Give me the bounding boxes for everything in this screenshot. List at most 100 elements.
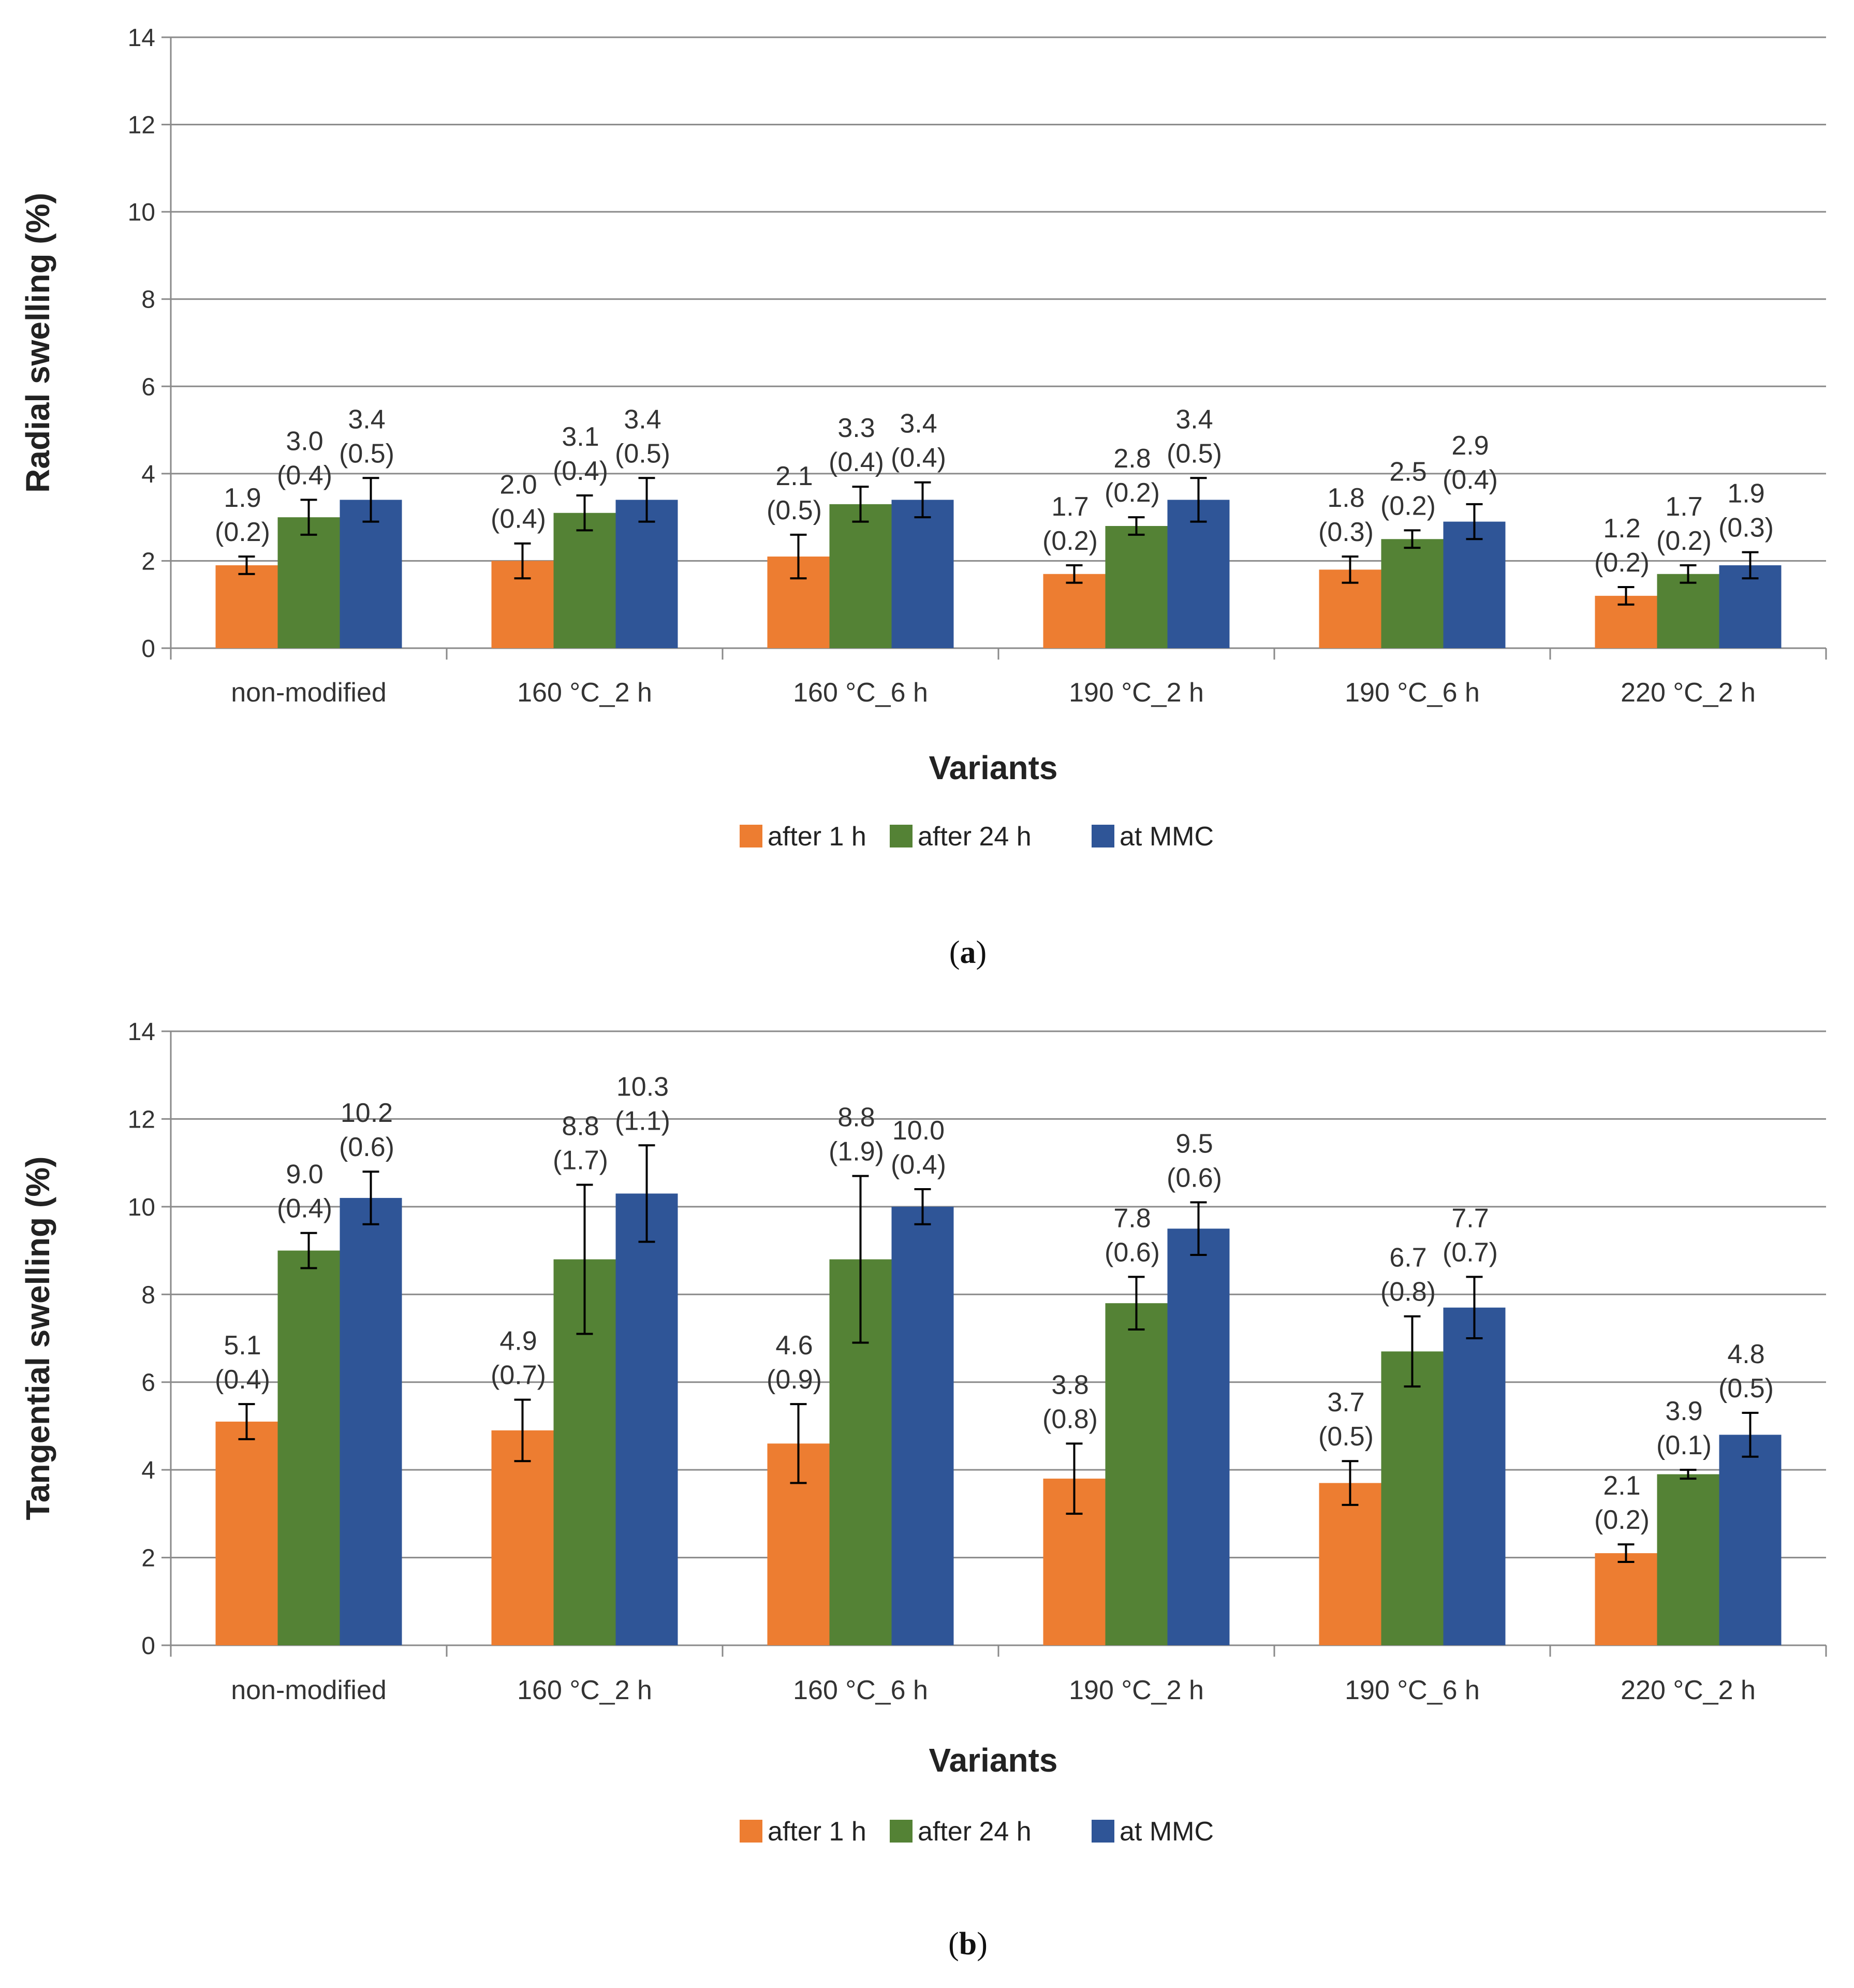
y-tick-label: 4	[141, 1457, 155, 1484]
caption-close: )	[977, 1926, 988, 1962]
data-label-sd: (0.7)	[491, 1361, 546, 1391]
data-label-value: 4.9	[499, 1326, 537, 1356]
x-tick-label: 160 °C_2 h	[517, 678, 652, 708]
caption-letter: b	[959, 1926, 977, 1962]
data-label-value: 2.8	[1113, 444, 1151, 474]
bar	[615, 1193, 678, 1645]
radial-swelling-chart: 0 2 4 6 8 10 12 14 non-modified 160 °C_2 h 160 °C_…	[19, 24, 1827, 970]
legend-swatch	[1092, 1820, 1114, 1843]
data-label-value: 2.1	[1603, 1471, 1640, 1501]
x-tick-label: 190 °C_2 h	[1069, 1675, 1204, 1705]
data-label-sd: (0.4)	[1443, 465, 1498, 495]
data-label-value: 3.4	[348, 404, 385, 434]
data-label-value: 3.4	[900, 409, 937, 439]
data-label-sd: (0.5)	[615, 438, 670, 469]
data-label-value: 2.5	[1389, 457, 1426, 487]
data-label-sd: (0.2)	[215, 517, 270, 547]
data-label-sd: (0.2)	[1380, 491, 1436, 521]
error-bar	[1190, 1201, 1207, 1256]
data-label-sd: (1.9)	[829, 1137, 884, 1167]
data-label-sd: (0.8)	[1042, 1404, 1098, 1434]
data-label-value: 9.5	[1175, 1129, 1213, 1159]
legend-label: at MMC	[1120, 1817, 1214, 1847]
data-label-value: 7.8	[1113, 1203, 1151, 1233]
error-bar	[514, 542, 531, 580]
x-tick-label: 160 °C_6 h	[793, 1675, 928, 1705]
y-tick-label: 14	[128, 24, 155, 52]
data-label-value: 8.8	[837, 1103, 875, 1133]
legend-label: after 24 h	[918, 1817, 1032, 1847]
error-bar	[1742, 551, 1759, 580]
data-label-sd: (0.4)	[491, 504, 546, 534]
caption-close: )	[976, 935, 987, 970]
error-bar	[1617, 586, 1635, 606]
y-tick-label: 2	[141, 548, 155, 575]
data-label-sd: (1.7)	[553, 1146, 608, 1176]
error-bar	[1466, 503, 1483, 540]
legend-swatch	[1092, 825, 1114, 847]
legend-swatch	[890, 825, 913, 847]
error-bar	[852, 1175, 869, 1344]
error-bar	[1466, 1276, 1483, 1339]
data-label-value: 1.9	[224, 483, 261, 513]
data-label-sd: (1.1)	[615, 1106, 670, 1136]
series-after-1-h: (0.4) 5.1 (0.7) 4.9 (0.9) 4.6 (0.8) 3.8 (0.5) 3.7…	[215, 1326, 1657, 1645]
x-tick-label: 220 °C_2 h	[1621, 678, 1756, 708]
y-tick-label: 6	[141, 373, 155, 401]
bar	[1167, 1229, 1230, 1645]
data-label-sd: (0.5)	[339, 438, 394, 469]
bar	[1657, 1474, 1719, 1645]
error-bar	[1128, 516, 1145, 536]
error-bar	[914, 481, 931, 519]
error-bar	[790, 533, 807, 580]
data-label-sd: (0.7)	[1443, 1237, 1498, 1267]
bar	[1381, 539, 1444, 648]
error-bar	[238, 1403, 255, 1440]
series-after-24-h: (0.4) 9.0 (1.7) 8.8 (1.9) 8.8 (0.6) 7.8 (0.8) 6.7…	[277, 1103, 1719, 1645]
error-bar	[1404, 529, 1421, 549]
series-at-mmc: (0.5) 3.4 (0.5) 3.4 (0.4) 3.4 (0.5) 3.4 (0.4) 2.9…	[339, 404, 1782, 648]
data-label-sd: (0.2)	[1656, 526, 1712, 556]
data-label-value: 8.8	[562, 1112, 599, 1142]
data-label-value: 3.1	[562, 422, 599, 452]
data-label-value: 4.8	[1727, 1339, 1764, 1369]
x-tick-label: 190 °C_6 h	[1345, 678, 1480, 708]
bar	[1105, 526, 1168, 648]
error-bar	[576, 494, 593, 532]
data-label-sd: (0.4)	[891, 443, 946, 473]
bar	[340, 500, 402, 648]
bar	[1595, 1553, 1657, 1645]
data-label-value: 6.7	[1389, 1243, 1426, 1273]
data-label-sd: (0.8)	[1380, 1277, 1436, 1307]
data-label-sd: (0.4)	[277, 1194, 332, 1224]
bar	[1381, 1351, 1444, 1645]
error-bar	[638, 1144, 655, 1243]
error-bar	[1617, 1543, 1635, 1563]
data-label-value: 2.0	[499, 470, 537, 500]
bar	[1319, 1483, 1381, 1645]
bar	[1443, 1307, 1506, 1645]
y-tick-label: 0	[141, 1632, 155, 1660]
data-label-sd: (0.2)	[1105, 478, 1160, 508]
data-label-sd: (0.9)	[767, 1365, 822, 1395]
error-bar	[1680, 1469, 1697, 1480]
data-label-value: 3.8	[1051, 1370, 1088, 1400]
bar	[215, 565, 278, 648]
error-bar	[300, 1232, 317, 1269]
bar	[1719, 1435, 1782, 1645]
legend-swatch	[740, 825, 762, 847]
data-label-value: 3.7	[1327, 1387, 1364, 1417]
legend-swatch	[740, 1820, 762, 1843]
data-label-value: 3.9	[1665, 1396, 1702, 1426]
y-tick-label: 10	[128, 1194, 155, 1221]
caption-open: (	[948, 1926, 959, 1962]
bar	[277, 517, 340, 648]
error-bar	[300, 499, 317, 536]
y-tick-label: 6	[141, 1369, 155, 1397]
y-tick-label: 0	[141, 635, 155, 663]
error-bar	[576, 1183, 593, 1335]
y-axis-title: Radial swelling (%)	[19, 193, 56, 493]
bar	[1657, 574, 1719, 648]
data-label-sd: (0.5)	[1167, 438, 1222, 469]
caption-open: (	[949, 935, 960, 970]
